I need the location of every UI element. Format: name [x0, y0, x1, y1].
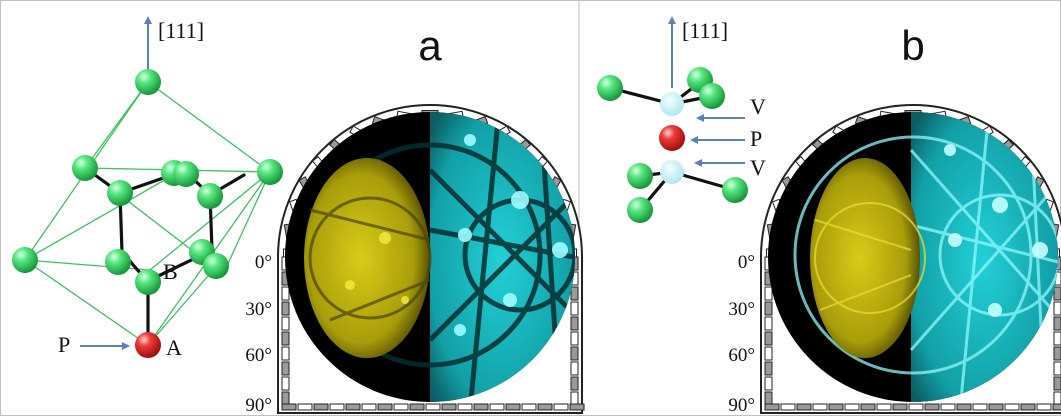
angle-label-a-90: 90° — [245, 395, 272, 416]
angle-label-b-30: 30° — [728, 299, 755, 320]
phosphorus-atom-a — [135, 332, 161, 358]
detector-pattern-a — [277, 104, 585, 414]
vacancy-bottom — [660, 160, 684, 184]
panel-b-letter: b — [901, 22, 924, 69]
label-v-bottom: V — [750, 155, 766, 180]
direction-label-b: [111] — [682, 18, 728, 43]
angle-label-b-90: 90° — [728, 395, 755, 416]
detector-pattern-b — [760, 104, 1061, 414]
phosphorus-atom-b — [659, 125, 685, 151]
angle-label-a-0: 0° — [255, 252, 272, 273]
angle-label-a-60: 60° — [245, 345, 272, 366]
panel-a-letter: a — [418, 22, 442, 69]
panel-a: a [111] — [12, 16, 585, 416]
vacancy-top — [660, 92, 684, 116]
angle-label-b-60: 60° — [728, 345, 755, 366]
label-v-top: V — [750, 94, 766, 119]
label-p-a: P — [58, 332, 70, 357]
angle-label-b-0: 0° — [738, 252, 755, 273]
label-b: B — [163, 259, 178, 284]
label-a: A — [166, 335, 182, 360]
label-p-b: P — [750, 126, 762, 151]
lattice-structure-a — [12, 69, 283, 358]
panel-b: b [111] — [597, 16, 1061, 416]
defect-structure-b — [597, 67, 748, 223]
direction-label-a: [111] — [158, 18, 204, 43]
angle-label-a-30: 30° — [245, 299, 272, 320]
